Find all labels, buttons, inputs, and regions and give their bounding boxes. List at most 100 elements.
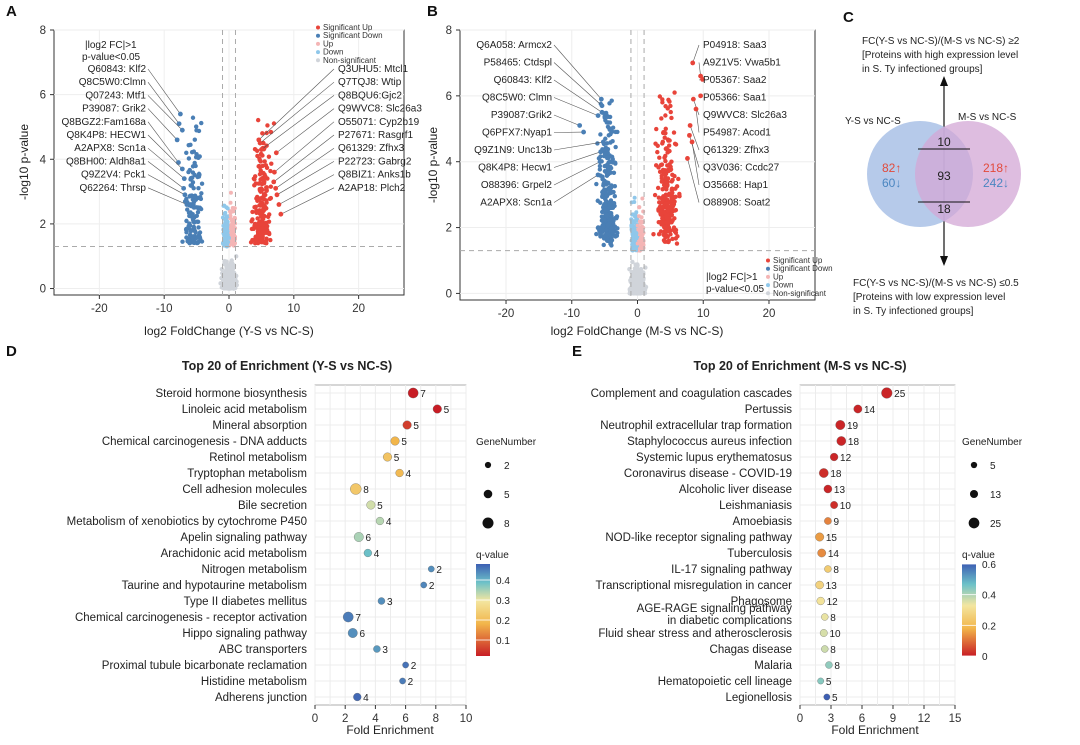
protein-label: Q8BH00: Aldh8a1 (66, 156, 146, 167)
gene-count-label: 8 (830, 645, 836, 656)
gene-count-label: 6 (365, 533, 371, 544)
x-tick-label: 12 (918, 713, 931, 725)
point-significant-down (595, 141, 600, 146)
enrichment-dot (881, 387, 893, 399)
protein-label: P05367: Saa2 (703, 75, 767, 86)
point-significant-up (674, 184, 680, 189)
point-significant-down (605, 186, 611, 192)
point-significant-down (604, 212, 610, 217)
enrichment-dot (815, 532, 825, 542)
gene-count-label: 4 (386, 517, 392, 528)
gene-count-label: 4 (405, 469, 411, 480)
point-significant-down (603, 112, 609, 117)
enrichment-dot (342, 611, 354, 623)
enrichment-dot (377, 597, 386, 605)
threshold-lines (460, 30, 815, 300)
gridlines (54, 29, 404, 295)
point-significant-down (602, 201, 607, 207)
size-legend-value: 5 (504, 490, 510, 501)
category-label: Cell adhesion molecules (182, 484, 307, 496)
enrichment-dot (366, 500, 376, 510)
category-label: Apelin signaling pathway (180, 532, 307, 544)
right-down-count: 242↓ (983, 176, 1009, 190)
labeled-point (278, 211, 284, 217)
labeled-point (181, 176, 187, 182)
point-significant-up (658, 208, 663, 214)
point-significant-down (191, 205, 197, 210)
labeled-point (577, 123, 583, 128)
point-significant-down (605, 180, 611, 186)
point-significant-up (669, 202, 674, 208)
point-significant-down (186, 156, 192, 161)
point-significant-down (607, 202, 612, 207)
enrichment-dot (402, 420, 412, 430)
labeled-point (599, 109, 605, 115)
label-leader-line (147, 187, 187, 205)
legend-label: Non-significant (773, 289, 827, 298)
point-significant-up (671, 130, 677, 135)
legend-label: Up (773, 272, 784, 281)
label-leader-line (147, 108, 178, 141)
y-tick-label: 8 (446, 25, 452, 37)
label-leader-line (276, 161, 335, 196)
gene-count-label: 5 (377, 501, 383, 512)
protein-label: Q61329: Zfhx3 (703, 145, 770, 156)
protein-label: Q9WVC8: Slc26a3 (338, 104, 422, 115)
y-tick-label: 6 (40, 90, 46, 102)
point-significant-down (191, 201, 196, 207)
point-significant-up (269, 161, 274, 166)
point-significant-down (184, 218, 189, 224)
bottom-note-line-1: FC(Y-S vs NC-S)/(M-S vs NC-S) ≤0.5 (853, 278, 1019, 289)
gene-count-label: 12 (840, 453, 852, 464)
enrichment-dot (432, 404, 442, 414)
category-label: Nitrogen metabolism (202, 564, 307, 576)
enrichment-dot (819, 629, 828, 637)
enrichment-dot (817, 548, 826, 558)
point-significant-up (673, 230, 679, 236)
point-significant-up (259, 221, 265, 227)
point-significant-up (663, 103, 668, 109)
point-significant-down (196, 155, 201, 161)
size-legend-dot (969, 489, 979, 499)
label-leader-line (147, 82, 180, 124)
label-leader-line (695, 108, 700, 133)
overlap-high-count: 10 (937, 135, 951, 149)
gene-count-label: 10 (840, 501, 852, 512)
protein-labels: Q60843: Klf2 Q8C5W0:Clmn Q07243: Mtf1 P3908… (62, 64, 422, 217)
point-up (635, 241, 640, 246)
venn-right-circle (915, 121, 1021, 227)
category-label: Chagas disease (710, 644, 792, 656)
protein-label: Q8K4P8: HECW1 (67, 130, 147, 141)
point-significant-down (199, 120, 204, 126)
point-significant-down (614, 214, 620, 219)
point-significant-down (194, 151, 199, 157)
point-significant-down (601, 180, 607, 185)
point-significant-down (601, 236, 607, 241)
point-significant-down (597, 167, 603, 172)
point-significant-up (264, 165, 270, 171)
point-significant-down (192, 137, 198, 142)
color-legend-value: 0.3 (496, 596, 510, 607)
point-significant-down (611, 159, 616, 165)
protein-label: A2APX8: Scn1a (74, 143, 146, 154)
point-down (224, 214, 229, 219)
category-label: NOD-like receptor signaling pathway (605, 532, 792, 544)
point-nonsignificant (220, 276, 225, 281)
size-legend-value: 8 (504, 519, 510, 530)
labeled-point (687, 132, 692, 138)
point-significant-up (663, 201, 668, 206)
x-tick-label: 10 (460, 713, 473, 725)
point-up (231, 209, 236, 214)
threshold-lines (54, 30, 404, 295)
point-significant-up (268, 237, 273, 243)
labeled-point (600, 139, 606, 145)
point-significant-up (256, 221, 261, 226)
gene-count-label: 5 (413, 421, 419, 432)
labeled-point (599, 103, 605, 109)
gene-count-label: 2 (408, 677, 414, 688)
point-significant-up (660, 139, 666, 145)
enrichment-dot (835, 420, 846, 430)
legend-swatch (766, 283, 770, 288)
y-tick-label: 2 (446, 223, 452, 235)
protein-label: Q9Z1N9: Unc13b (474, 145, 552, 156)
